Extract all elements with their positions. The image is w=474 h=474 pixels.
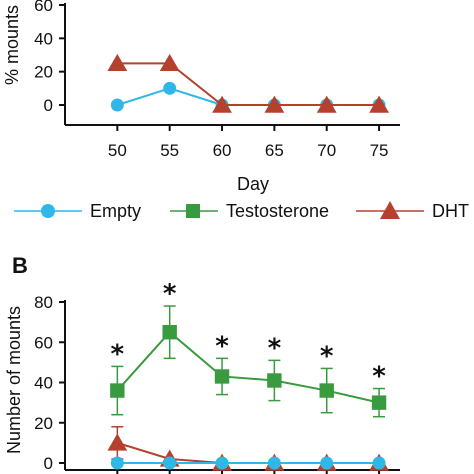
panel-a-y-axis-title: % mounts — [2, 5, 22, 85]
panel-a-y-tick-label: 0 — [44, 96, 53, 115]
panel-b-y-tick-label: 20 — [34, 414, 53, 433]
panel-b-y-tick-label: 60 — [34, 333, 53, 352]
panel-b-point-testosterone — [267, 373, 282, 388]
panel-a-line-empty — [117, 87, 380, 106]
panel-b-y-tick-label: 40 — [34, 374, 53, 393]
panel-b-point-empty — [267, 456, 281, 470]
panel-b-chart: B 0 20 40 60 80 Number of mounts * * * * * * — [4, 253, 400, 474]
panel-a-x-tick-label: 65 — [265, 141, 284, 160]
panel-a-y-tick-label: 20 — [34, 63, 53, 82]
panel-b-y-tick-label: 0 — [44, 454, 53, 473]
panel-a-point-empty — [110, 98, 124, 112]
panel-b-axes: 0 20 40 60 80 — [34, 293, 400, 474]
legend-item-testosterone: Testosterone — [170, 201, 329, 221]
panel-a-x-tick-label: 60 — [213, 141, 232, 160]
panel-a-y-tick-label: 60 — [34, 0, 53, 15]
panel-a-x-tick-label: 50 — [108, 141, 127, 160]
panel-a-point-dht — [316, 95, 337, 113]
legend-marker-testosterone — [186, 204, 200, 218]
legend-label-empty: Empty — [90, 201, 141, 221]
panel-b-point-testosterone — [110, 383, 125, 398]
panel-b-significance-star: * — [215, 331, 229, 361]
panel-b-line-dht — [117, 441, 380, 464]
panel-b-series-testosterone — [110, 305, 387, 418]
panel-a-x-axis-title: Day — [237, 174, 269, 194]
panel-a-x-tick-label: 70 — [317, 141, 336, 160]
panel-a-x-tick-label: 55 — [160, 141, 179, 160]
panel-b-point-empty — [110, 456, 124, 470]
panel-b-series-empty — [110, 456, 386, 470]
panel-a-series-empty — [110, 81, 386, 112]
legend-marker-empty — [41, 204, 55, 218]
panel-b-point-testosterone — [162, 324, 177, 340]
panel-a-series — [107, 53, 389, 113]
panel-a-point-dht — [159, 53, 180, 72]
panel-b-point-empty — [372, 456, 386, 470]
panel-a-chart: 0 20 40 60 50 55 60 65 70 75 % mounts Day — [2, 0, 400, 194]
panel-b-significance-star: * — [268, 333, 282, 363]
panel-b-point-testosterone — [214, 369, 230, 384]
panel-b-point-empty — [215, 456, 229, 470]
panel-b-y-axis-title: Number of mounts — [4, 306, 24, 454]
panel-b-significance-star: * — [163, 279, 177, 309]
panel-a-point-dht — [369, 95, 389, 113]
panel-a-x-tick-label: 75 — [370, 141, 389, 160]
panel-b-significance-star: * — [320, 341, 334, 371]
panel-b-point-empty — [163, 456, 177, 470]
panel-a-point-dht — [264, 95, 285, 113]
panel-b-y-tick-label: 80 — [34, 293, 53, 312]
panel-a-line-dht — [117, 62, 380, 106]
panel-a-point-dht — [107, 53, 128, 72]
panel-b-point-testosterone — [319, 383, 334, 398]
legend-label-testosterone: Testosterone — [226, 201, 329, 221]
panel-a-axes: 0 20 40 60 50 55 60 65 70 75 — [34, 0, 400, 160]
panel-b-label: B — [12, 253, 28, 278]
panel-b-point-dht — [107, 433, 128, 451]
panel-b-significance: * * * * * * — [111, 279, 387, 392]
panel-b-point-testosterone — [371, 395, 387, 410]
panel-b-series — [107, 305, 389, 471]
legend-item-empty: Empty — [14, 201, 141, 221]
panel-a-y-tick-label: 40 — [34, 29, 53, 48]
panel-a-point-empty — [163, 81, 177, 95]
panel-b-significance-star: * — [372, 362, 386, 392]
panel-b-point-empty — [320, 456, 334, 470]
legend-label-dht: DHT — [432, 201, 469, 221]
panel-b-line-testosterone — [116, 330, 380, 404]
panel-a-series-dht — [107, 53, 389, 113]
panel-b-series-dht — [107, 426, 389, 471]
legend: Empty Testosterone DHT — [14, 201, 469, 221]
panel-b-significance-star: * — [111, 339, 125, 369]
legend-marker-dht — [380, 201, 400, 219]
panel-a-point-dht — [212, 95, 232, 113]
legend-item-dht: DHT — [356, 201, 469, 221]
